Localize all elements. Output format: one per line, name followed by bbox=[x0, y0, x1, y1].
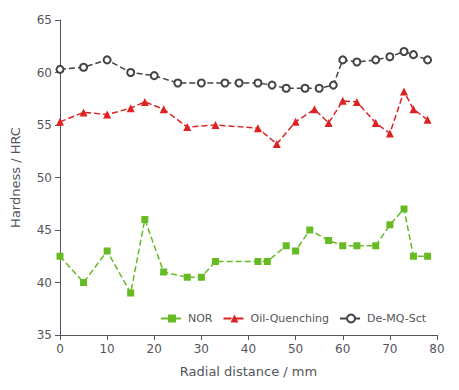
svg-text:30: 30 bbox=[194, 342, 209, 356]
svg-text:Oil-Quenching: Oil-Quenching bbox=[250, 312, 329, 325]
svg-text:55: 55 bbox=[37, 118, 52, 132]
svg-text:Radial distance / mm: Radial distance / mm bbox=[180, 364, 317, 379]
svg-text:50: 50 bbox=[37, 171, 52, 185]
svg-text:60: 60 bbox=[335, 342, 350, 356]
svg-text:40: 40 bbox=[37, 276, 52, 290]
svg-text:Hardness / HRC: Hardness / HRC bbox=[8, 127, 23, 228]
svg-text:10: 10 bbox=[99, 342, 114, 356]
svg-text:70: 70 bbox=[382, 342, 397, 356]
svg-text:65: 65 bbox=[37, 13, 52, 27]
svg-text:35: 35 bbox=[37, 328, 52, 342]
svg-text:NOR: NOR bbox=[188, 312, 213, 325]
svg-text:80: 80 bbox=[429, 342, 444, 356]
svg-text:20: 20 bbox=[147, 342, 162, 356]
svg-text:De-MQ-Sct: De-MQ-Sct bbox=[367, 312, 427, 325]
svg-text:0: 0 bbox=[56, 342, 64, 356]
svg-text:50: 50 bbox=[288, 342, 303, 356]
svg-text:40: 40 bbox=[241, 342, 256, 356]
svg-text:45: 45 bbox=[37, 223, 52, 237]
svg-text:60: 60 bbox=[37, 66, 52, 80]
